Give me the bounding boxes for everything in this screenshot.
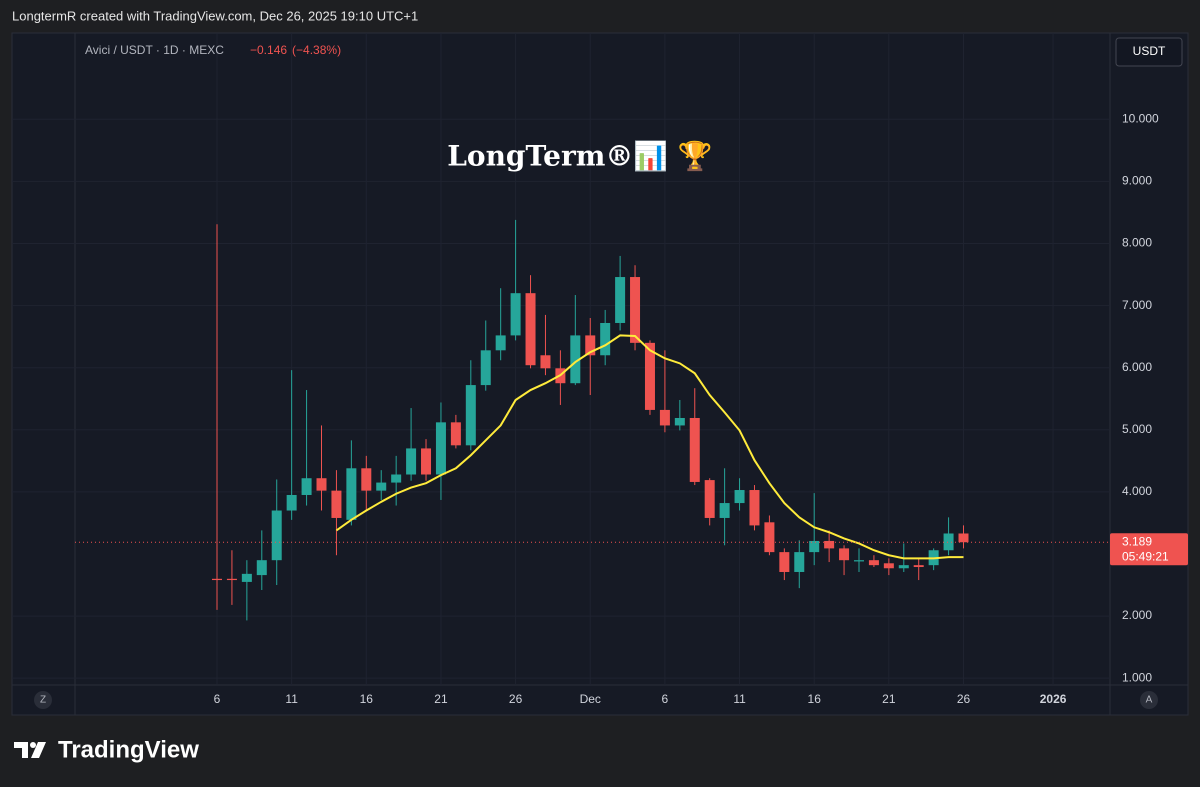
candle-body — [316, 478, 327, 491]
candle-body — [525, 293, 536, 366]
currency-button[interactable] — [1115, 37, 1183, 67]
x-tick-label: 6 — [662, 692, 669, 706]
candle-body — [764, 522, 775, 553]
candle-body — [271, 510, 282, 561]
x-tick-label: 6 — [214, 692, 221, 706]
header: LongtermR created with TradingView.com, … — [12, 8, 418, 23]
watermark: LongTerm®📊 🏆 — [447, 140, 713, 173]
scale-button-right[interactable] — [1140, 691, 1158, 709]
candle-body — [450, 422, 461, 446]
countdown: 05:49:21 — [1122, 549, 1169, 563]
candle-body — [689, 417, 700, 482]
y-tick-label: 9.000 — [1122, 174, 1152, 188]
candle-body — [719, 503, 730, 518]
x-tick-label: 16 — [808, 692, 822, 706]
candle-body — [958, 533, 969, 543]
candle-body — [853, 560, 864, 562]
candle-body — [913, 565, 924, 568]
brand: TradingView — [58, 736, 199, 763]
scale-right[interactable]: A — [1146, 695, 1153, 706]
scale-button-left[interactable] — [34, 691, 52, 709]
candle-body — [674, 417, 685, 426]
currency[interactable]: USDT — [1133, 44, 1166, 58]
candle-body — [943, 533, 954, 551]
candle-body — [406, 448, 417, 475]
candle-body — [212, 578, 222, 581]
x-tick-label: 11 — [733, 692, 746, 706]
x-tick-label: 26 — [509, 692, 523, 706]
change: −0.146 — [250, 43, 287, 57]
candle-body — [331, 490, 342, 518]
candle-body — [361, 468, 372, 491]
candle-body — [898, 565, 909, 569]
candle-body — [540, 355, 551, 369]
candle-body — [585, 335, 596, 356]
chart-frame — [11, 32, 1189, 716]
y-tick-label: 8.000 — [1122, 236, 1152, 250]
x-tick-label: Dec — [580, 692, 601, 706]
candle-body — [824, 540, 835, 549]
candle-body — [570, 335, 581, 384]
candle-body — [600, 322, 611, 356]
candle-body — [630, 277, 641, 343]
candle-body — [883, 563, 894, 569]
y-tick-label: 5.000 — [1122, 422, 1152, 436]
candle-body — [286, 494, 297, 511]
last-price: 3.189 — [1122, 534, 1152, 548]
plot — [75, 219, 1110, 621]
candle-body — [615, 277, 626, 323]
y-tick-label: 4.000 — [1122, 484, 1152, 498]
candle-body — [839, 548, 850, 561]
y-tick-label: 6.000 — [1122, 360, 1152, 374]
x-tick-label: 21 — [434, 692, 448, 706]
y-tick-label: 2.000 — [1122, 608, 1152, 622]
x-tick-label: 21 — [882, 692, 896, 706]
symbol: Avici / USDT · 1D · MEXC — [85, 43, 224, 57]
candle-body — [704, 480, 715, 518]
candle-body — [376, 482, 387, 491]
candle-body — [868, 560, 879, 566]
candle-body — [256, 560, 267, 576]
candle-body — [226, 578, 237, 581]
last-price-box — [1110, 533, 1188, 566]
logo — [14, 742, 46, 758]
logo-slash — [31, 742, 46, 758]
moving-average — [335, 334, 964, 560]
candle-body — [659, 409, 670, 426]
grid — [12, 33, 1110, 685]
candle-body — [794, 552, 805, 572]
scale-left[interactable]: Z — [40, 695, 46, 706]
candle-body — [241, 573, 252, 582]
candle-body — [421, 448, 432, 475]
candle-body — [301, 478, 312, 495]
x-tick-label: 2026 — [1040, 692, 1067, 706]
candle-body — [734, 490, 745, 504]
change-percent: (−4.38%) — [292, 43, 341, 57]
y-tick-label: 1.000 — [1122, 670, 1152, 684]
candle-body — [346, 468, 357, 520]
candle-body — [510, 293, 521, 336]
candle-body — [391, 474, 402, 483]
candle-body — [749, 490, 760, 526]
x-tick-label: 26 — [957, 692, 971, 706]
candle-body — [809, 540, 820, 553]
candle-body — [495, 335, 506, 351]
candle-body — [779, 552, 790, 572]
x-tick-label: 16 — [360, 692, 374, 706]
candle-body — [465, 385, 476, 446]
candle-body — [480, 350, 491, 386]
y-tick-label: 10.000 — [1122, 111, 1159, 125]
logo-dot — [30, 742, 36, 748]
x-tick-label: 11 — [285, 692, 298, 706]
y-tick-label: 7.000 — [1122, 298, 1152, 312]
candle-body — [435, 422, 446, 475]
logo-mark — [14, 742, 28, 758]
candle-body — [644, 342, 655, 410]
